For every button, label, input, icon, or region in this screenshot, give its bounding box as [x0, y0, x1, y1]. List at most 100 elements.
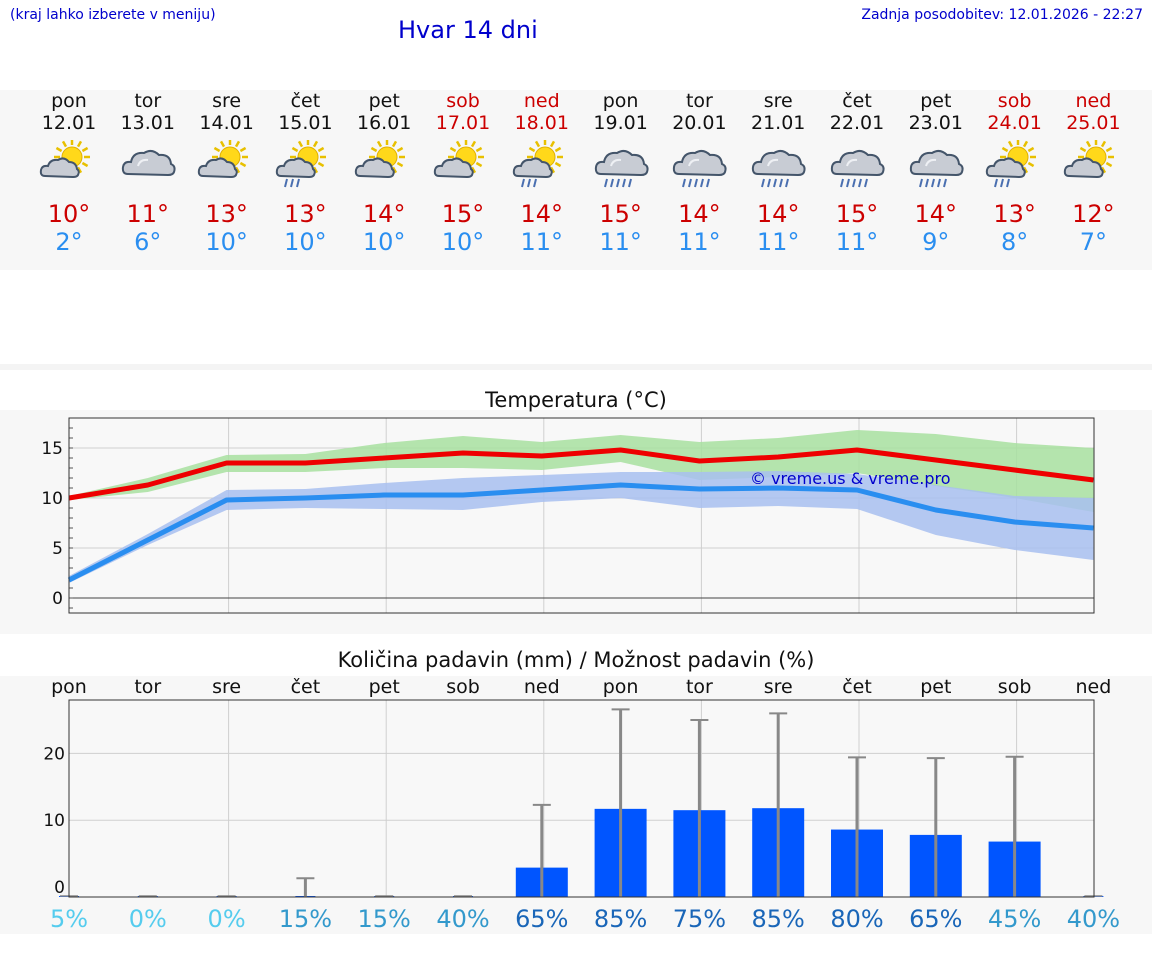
- y-tick-label: 0: [52, 589, 63, 609]
- day-date: 20.01: [672, 112, 727, 134]
- sun-cloud-icon: [344, 136, 424, 194]
- probability-label: 5%: [50, 905, 88, 933]
- day-name: pet: [368, 90, 400, 112]
- min-temperature: 11°: [520, 228, 564, 256]
- probability-label: 85%: [752, 905, 805, 933]
- sun-cloud-rain-icon: [975, 136, 1055, 194]
- day-name: sre: [763, 90, 793, 112]
- last-update: Zadnja posodobitev: 12.01.2026 - 22:27: [861, 7, 1143, 23]
- category-label: pon: [603, 676, 639, 698]
- probability-label: 0%: [129, 905, 167, 933]
- category-label: čet: [291, 676, 321, 698]
- day-date: 13.01: [120, 112, 175, 134]
- forecast-day: pon 19.01 15° 11°: [581, 90, 661, 256]
- sun-cloud-rain-icon: [265, 136, 345, 194]
- day-date: 24.01: [987, 112, 1042, 134]
- day-name: čet: [290, 90, 321, 112]
- day-date: 21.01: [750, 112, 806, 134]
- forecast-strip: pon 12.01 10° 2° tor 13.01 11° 6° sre 14.01 13° 10°…: [0, 90, 1152, 270]
- probability-label: 65%: [515, 905, 568, 933]
- day-date: 22.01: [829, 112, 885, 134]
- forecast-day: pet 23.01 14° 9°: [896, 90, 976, 256]
- forecast-day: ned 18.01 14° 11°: [502, 90, 582, 256]
- category-label: tor: [686, 676, 713, 698]
- separator: [0, 364, 1152, 370]
- sun-cloud-icon: [1053, 136, 1133, 194]
- min-temperature: 11°: [678, 228, 721, 256]
- category-label: sob: [446, 676, 480, 698]
- category-label: sre: [764, 676, 793, 698]
- sun-cloud-icon: [423, 136, 503, 194]
- min-temperature: 8°: [1000, 228, 1029, 256]
- day-name: tor: [134, 90, 162, 112]
- max-temperature: 14°: [520, 200, 564, 228]
- max-temperature: 14°: [362, 200, 406, 228]
- day-name: sre: [212, 90, 242, 112]
- max-temperature: 15°: [599, 200, 642, 228]
- min-temperature: 7°: [1079, 228, 1108, 256]
- probability-label: 75%: [673, 905, 726, 933]
- min-temperature: 11°: [756, 228, 800, 256]
- day-name: pet: [920, 90, 952, 112]
- y-tick-label: 0: [54, 878, 65, 898]
- cloud-rain-icon: [896, 136, 976, 194]
- day-date: 14.01: [199, 112, 254, 134]
- day-date: 16.01: [356, 112, 412, 134]
- cloud-rain-icon: [659, 136, 739, 194]
- day-name: ned: [523, 90, 560, 112]
- forecast-day: tor 13.01 11° 6°: [108, 90, 188, 256]
- forecast-day: sob 17.01 15° 10°: [423, 90, 503, 256]
- sun-cloud-rain-icon: [502, 136, 582, 194]
- max-temperature: 13°: [205, 200, 248, 228]
- forecast-day: pon 12.01 10° 2°: [29, 90, 109, 256]
- forecast-day: pet 16.01 14° 10°: [344, 90, 424, 256]
- min-temperature: 11°: [599, 228, 642, 256]
- min-temperature: 10°: [441, 228, 485, 256]
- day-name: sob: [446, 90, 480, 112]
- min-temperature: 6°: [134, 228, 162, 256]
- forecast-day: ned 25.01 12° 7°: [1053, 90, 1133, 256]
- day-name: tor: [685, 90, 713, 112]
- min-temperature-line: [67, 482, 1094, 583]
- cloud-rain-icon: [817, 136, 897, 194]
- probability-label: 15%: [279, 905, 332, 933]
- probability-label: 40%: [1067, 905, 1120, 933]
- category-label: pet: [920, 676, 951, 698]
- forecast-day: čet 22.01 15° 11°: [817, 90, 897, 256]
- probability-label: 80%: [830, 905, 883, 933]
- probability-label: 65%: [909, 905, 962, 933]
- min-temperature: 2°: [55, 228, 83, 256]
- min-temperature: 10°: [284, 228, 327, 256]
- probability-label: 45%: [988, 905, 1041, 933]
- max-temperature: 13°: [993, 200, 1036, 228]
- forecast-day: čet 15.01 13° 10°: [265, 90, 345, 256]
- y-tick-label: 10: [43, 811, 65, 831]
- probability-label: 15%: [358, 905, 411, 933]
- category-label: čet: [842, 676, 872, 698]
- category-label: pet: [369, 676, 400, 698]
- watermark: © vreme.us & vreme.pro: [750, 469, 951, 488]
- day-date: 19.01: [593, 112, 648, 134]
- category-label: pon: [51, 676, 87, 698]
- category-label: sre: [212, 676, 241, 698]
- forecast-day: sre 14.01 13° 10°: [187, 90, 267, 256]
- y-tick-label: 15: [41, 439, 63, 459]
- max-temperature: 15°: [835, 200, 879, 228]
- day-date: 18.01: [514, 112, 569, 134]
- category-label: ned: [524, 676, 560, 698]
- cloud-icon: [108, 136, 188, 194]
- max-temperature: 14°: [678, 200, 721, 228]
- forecast-day: tor 20.01 14° 11°: [659, 90, 739, 256]
- y-tick-label: 5: [52, 539, 63, 559]
- forecast-day: sre 21.01 14° 11°: [738, 90, 818, 256]
- day-date: 12.01: [41, 112, 97, 134]
- page-title: Hvar 14 dni: [398, 16, 538, 44]
- category-label: sob: [998, 676, 1032, 698]
- plot-frame: [68, 699, 1095, 898]
- min-temperature: 9°: [922, 228, 950, 256]
- precipitation-title: Količina padavin (mm) / Možnost padavin …: [337, 648, 815, 672]
- category-label: ned: [1076, 676, 1112, 698]
- region-hint-link[interactable]: (kraj lahko izberete v meniju): [10, 7, 216, 23]
